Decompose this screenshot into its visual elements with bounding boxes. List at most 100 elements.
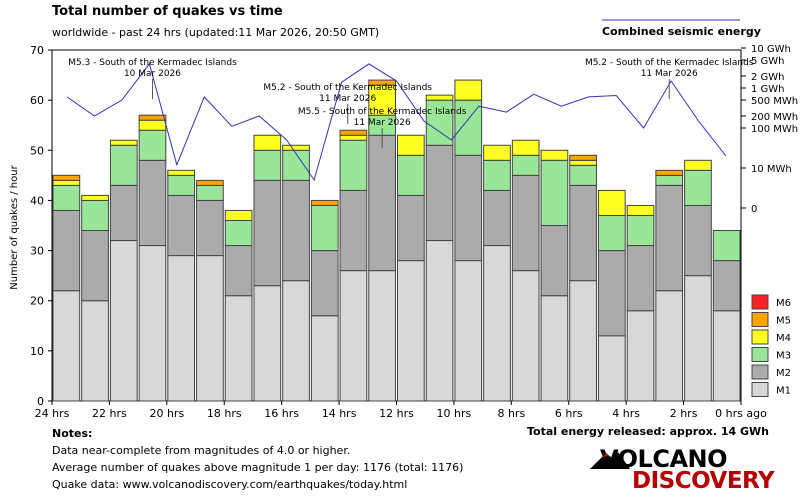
bar-m4 <box>52 179 81 186</box>
bar-m2 <box>224 245 253 297</box>
bar-m1 <box>253 285 282 402</box>
legend-label-m5: M5 <box>776 316 791 327</box>
x-tick-label: 18 hrs <box>207 407 242 420</box>
bar-m1 <box>483 245 511 402</box>
bar-m2 <box>540 225 569 297</box>
bar-m5 <box>339 129 368 136</box>
annotation-title: M5.2 - South of the Kermadec Islands <box>263 83 432 93</box>
legend-swatch-m3 <box>751 347 769 362</box>
bar-m2 <box>138 159 167 247</box>
y-tick-label: 70 <box>30 44 44 57</box>
bar-m3 <box>282 149 310 181</box>
legend-swatch-m4 <box>751 329 769 345</box>
bar-m4 <box>224 209 253 221</box>
y-tick-label: 0 <box>37 395 44 408</box>
energy-tick-label: 5 GWh <box>751 56 785 67</box>
energy-tick-label: 10 MWh <box>751 164 792 175</box>
bar-m3 <box>310 204 339 252</box>
note-source: Quake data: www.volcanodiscovery.com/ear… <box>52 478 408 491</box>
bar-m4 <box>511 139 540 156</box>
notes-block: Notes: Data near-complete from magnitude… <box>52 425 463 493</box>
bar-m4 <box>109 139 138 146</box>
y-axis-label: Number of quakes / hour <box>9 164 20 289</box>
notes-title: Notes: <box>52 427 93 440</box>
bar-m1 <box>511 270 540 402</box>
bar-m1 <box>655 290 684 402</box>
bar-m4 <box>138 119 167 131</box>
bar-m4 <box>569 159 597 166</box>
x-tick-label: 4 hrs <box>612 407 640 420</box>
legend-label-m3: M3 <box>776 351 791 362</box>
annotation-title: M5.5 - South of the Kermadec Islands <box>298 107 467 117</box>
bar-m1 <box>109 240 138 402</box>
bar-m3 <box>196 184 224 201</box>
bar-m2 <box>454 154 483 262</box>
bar-m1 <box>397 260 425 402</box>
bar-m1 <box>626 310 655 402</box>
bar-m2 <box>397 194 425 262</box>
energy-tick-label: 100 MWh <box>751 124 798 135</box>
bar-m3 <box>253 149 282 181</box>
y-tick-label: 40 <box>30 194 44 207</box>
bar-m3 <box>712 230 741 262</box>
bar-m3 <box>397 154 425 196</box>
bar-m2 <box>52 209 81 292</box>
annotation-date: 10 Mar 2026 <box>124 69 181 79</box>
bar-m1 <box>569 280 597 402</box>
energy-tick-label: 1 GWh <box>751 84 785 95</box>
bar-m1 <box>224 295 253 402</box>
bar-m3 <box>167 174 196 196</box>
energy-line <box>66 62 727 182</box>
total-energy: Total energy released: approx. 14 GWh <box>527 425 769 438</box>
bar-m2 <box>569 184 597 282</box>
bar-m2 <box>655 184 684 292</box>
bar-m2 <box>253 179 282 287</box>
legend-swatch-m6 <box>751 294 769 310</box>
chart-subtitle: worldwide - past 24 hrs (updated:11 Mar … <box>52 26 380 39</box>
bar-m2 <box>167 194 196 257</box>
bar-m3 <box>52 184 81 211</box>
bar-m4 <box>339 134 368 141</box>
x-tick-label: 0 hrs ago <box>715 407 767 420</box>
bar-m3 <box>81 199 109 232</box>
chart-title: Total number of quakes vs time <box>52 4 283 19</box>
x-tick-label: 16 hrs <box>264 407 299 420</box>
x-tick-label: 24 hrs <box>35 407 70 420</box>
volcanodiscovery-logo[interactable]: VOLCANO DISCOVERY <box>588 447 775 493</box>
energy-tick-label: 0 <box>751 204 757 215</box>
bar-m5 <box>310 199 339 206</box>
x-tick-label: 6 hrs <box>555 407 583 420</box>
bar-m1 <box>454 260 483 402</box>
bar-m5 <box>52 174 81 181</box>
note-completeness: Data near-complete from magnitudes of 4.… <box>52 444 351 457</box>
bar-m1 <box>597 335 626 402</box>
x-tick-label: 14 hrs <box>322 407 357 420</box>
bar-m4 <box>597 189 626 216</box>
bar-m4 <box>397 134 425 156</box>
annotation-title: M5.3 - South of the Kermadec Islands <box>68 58 237 68</box>
bar-m3 <box>483 159 511 191</box>
y-tick-label: 30 <box>30 245 44 258</box>
bar-m4 <box>626 204 655 216</box>
bar-m5 <box>368 79 396 86</box>
bar-m1 <box>339 270 368 402</box>
energy-tick-label: 500 MWh <box>751 96 798 107</box>
bar-m1 <box>425 240 454 402</box>
bar-m2 <box>109 184 138 242</box>
bar-m1 <box>310 315 339 402</box>
bar-m5 <box>655 169 684 176</box>
bar-m3 <box>138 129 167 161</box>
bar-m5 <box>196 179 224 186</box>
bar-m2 <box>339 189 368 272</box>
bar-m1 <box>540 295 569 402</box>
energy-legend-label: Combined seismic energy <box>602 25 761 38</box>
bar-m2 <box>310 250 339 317</box>
bar-m1 <box>52 290 81 402</box>
x-tick-label: 22 hrs <box>92 407 127 420</box>
legend-label-m6: M6 <box>776 298 791 309</box>
note-average: Average number of quakes above magnitude… <box>52 461 464 474</box>
energy-tick-label: 200 MWh <box>751 112 798 123</box>
bar-m2 <box>196 199 224 257</box>
bar-m1 <box>684 275 712 402</box>
